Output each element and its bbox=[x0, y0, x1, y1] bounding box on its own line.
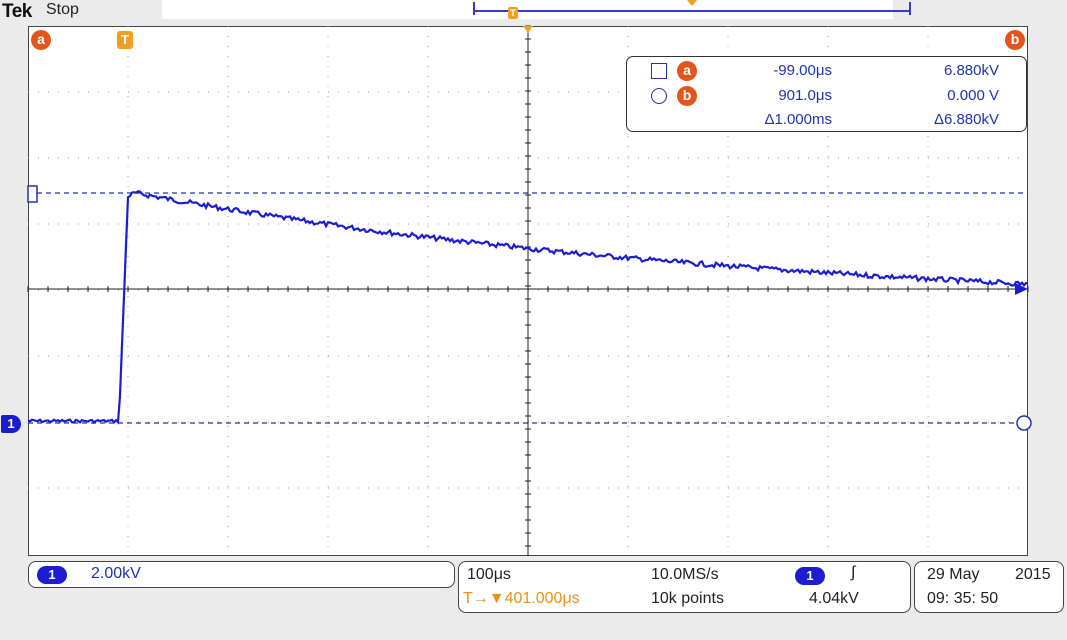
cursor-a-badge[interactable]: a bbox=[31, 30, 51, 50]
horizontal-scale: 100μs bbox=[467, 566, 511, 583]
cursor-delta-value: Δ6.880kV bbox=[933, 111, 999, 128]
timebase-trigger-panel[interactable]: 100μs T→▼401.000μs 10.0MS/s 10k points 1… bbox=[458, 561, 911, 613]
cursor-b-marker bbox=[1016, 415, 1032, 431]
cursor-a-time: -99.00μs bbox=[773, 62, 832, 79]
date-year: 2015 bbox=[1015, 566, 1051, 583]
date-time-panel: 29 May 2015 09: 35: 50 bbox=[914, 561, 1064, 613]
trigger-level: 4.04kV bbox=[809, 590, 859, 607]
ch1-scale: 2.00kV bbox=[91, 565, 141, 582]
cursor-a-marker bbox=[27, 185, 38, 203]
trigger-slope-icon: ∫ bbox=[851, 564, 856, 581]
cursor-delta-time: Δ1.000ms bbox=[764, 111, 832, 128]
ch1-badge: 1 bbox=[37, 566, 67, 584]
cursor-b-label: b bbox=[677, 86, 697, 106]
ch1-waveform bbox=[27, 190, 1029, 425]
cursor-b-time: 901.0μs bbox=[778, 87, 832, 104]
cursor-b-value: 0.000 V bbox=[947, 87, 999, 104]
ch1-level-marker bbox=[1015, 283, 1028, 295]
sample-rate: 10.0MS/s bbox=[651, 566, 719, 583]
brand-logo: Tek bbox=[2, 1, 32, 22]
cursor-readout: a -99.00μs 6.880kV b 901.0μs 0.000 V Δ1.… bbox=[626, 56, 1027, 132]
trigger-position: T→▼401.000μs bbox=[463, 590, 580, 607]
clock-time: 09: 35: 50 bbox=[927, 590, 999, 607]
cursor-b-badge[interactable]: b bbox=[1005, 30, 1025, 50]
trigger-source-badge: 1 bbox=[795, 567, 825, 585]
acquisition-state: Stop bbox=[46, 1, 79, 18]
record-length: 10k points bbox=[651, 590, 724, 607]
trigger-center-marker bbox=[523, 26, 533, 33]
record-trigger-marker: T bbox=[508, 7, 518, 19]
trigger-position-badge[interactable]: T bbox=[117, 31, 133, 49]
top-bar: Tek Stop T bbox=[0, 0, 1067, 26]
cursor-a-value: 6.880kV bbox=[943, 62, 999, 79]
square-cursor-icon bbox=[651, 63, 667, 79]
channel-settings[interactable]: 1 2.00kV bbox=[28, 561, 455, 588]
ch1-ground-marker[interactable]: 1 bbox=[1, 415, 21, 433]
record-view-window[interactable] bbox=[473, 2, 911, 15]
date-day-month: 29 May bbox=[927, 566, 980, 583]
record-center-marker bbox=[687, 0, 697, 6]
record-view[interactable]: T bbox=[162, 0, 911, 19]
circle-cursor-icon bbox=[651, 88, 667, 104]
cursor-a-label: a bbox=[677, 61, 697, 81]
